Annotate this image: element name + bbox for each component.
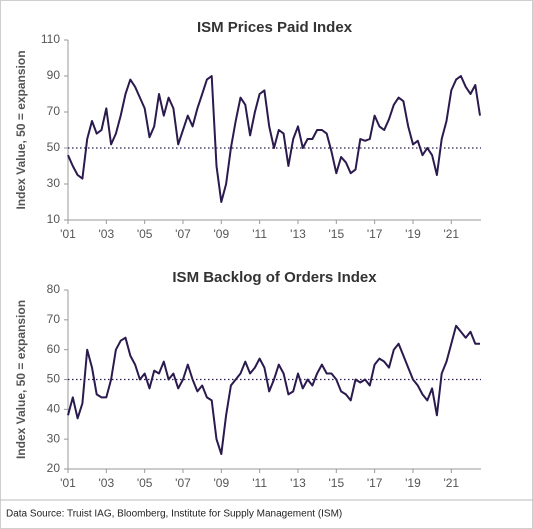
x-tick-label: '11 (252, 476, 267, 490)
y-tick-label: 50 (47, 140, 61, 154)
x-tick-label: '11 (252, 227, 267, 241)
y-tick-label: 70 (47, 104, 61, 118)
chart-title: ISM Backlog of Orders Index (172, 269, 377, 286)
y-axis-label: Index Value, 50 = expansion (14, 300, 28, 459)
y-tick-label: 70 (47, 312, 61, 326)
y-tick-label: 20 (47, 461, 61, 475)
source-note: Data Source: Truist IAG, Bloomberg, Inst… (6, 509, 342, 520)
data-line (67, 324, 480, 456)
y-tick-label: 90 (47, 68, 61, 82)
x-tick-label: '01 (60, 227, 76, 241)
x-tick-label: '21 (443, 476, 459, 490)
x-tick-label: '13 (290, 476, 306, 490)
x-tick-label: '01 (60, 476, 76, 490)
x-tick-label: '07 (175, 476, 191, 490)
x-tick-label: '21 (443, 227, 459, 241)
x-tick-label: '15 (328, 227, 344, 241)
x-tick-label: '09 (213, 227, 229, 241)
x-tick-label: '15 (328, 476, 344, 490)
data-line (67, 75, 481, 203)
y-tick-label: 30 (47, 176, 61, 190)
x-tick-label: '17 (367, 227, 383, 241)
y-tick-label: 50 (47, 372, 61, 386)
y-tick-label: 110 (41, 32, 60, 46)
y-tick-label: 30 (47, 431, 61, 445)
x-tick-label: '19 (405, 476, 421, 490)
y-tick-label: 10 (47, 212, 61, 226)
x-tick-label: '07 (175, 227, 191, 241)
y-axis-label: Index Value, 50 = expansion (14, 50, 28, 209)
x-tick-label: '05 (137, 227, 153, 241)
x-tick-label: '09 (213, 476, 229, 490)
x-tick-label: '17 (367, 476, 383, 490)
x-tick-label: '05 (137, 476, 153, 490)
y-tick-label: 80 (47, 282, 61, 296)
x-tick-label: '13 (290, 227, 306, 241)
chart-title: ISM Prices Paid Index (197, 19, 353, 36)
x-tick-label: '03 (99, 227, 115, 241)
y-tick-label: 60 (47, 342, 61, 356)
x-tick-label: '19 (405, 227, 421, 241)
x-tick-label: '03 (99, 476, 115, 490)
y-tick-label: 40 (47, 402, 61, 416)
